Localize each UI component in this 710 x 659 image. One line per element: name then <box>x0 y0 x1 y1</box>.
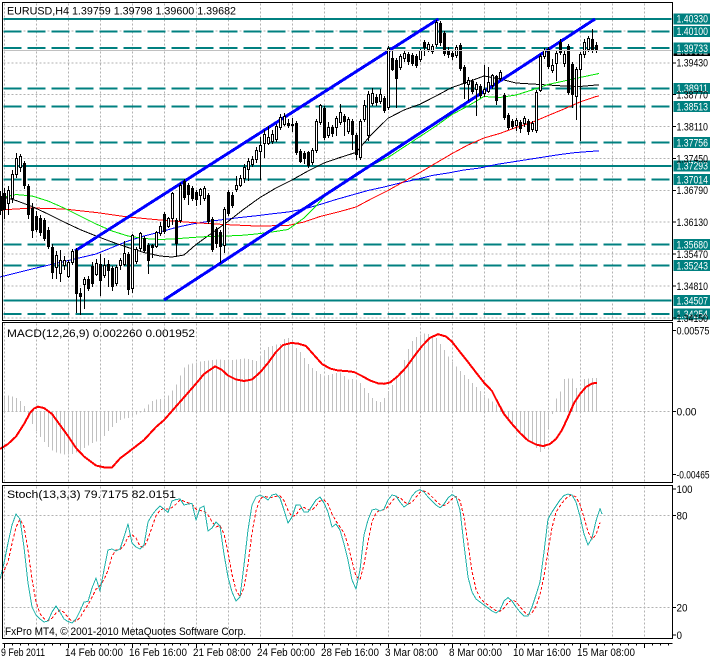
svg-text:EURUSD,H4 1.39759 1.39798 1.3: EURUSD,H4 1.39759 1.39798 1.39600 1.3968… <box>7 6 236 18</box>
svg-text:1.35470: 1.35470 <box>677 249 709 261</box>
svg-text:1.34810: 1.34810 <box>677 281 709 293</box>
svg-text:1.37756: 1.37756 <box>677 137 709 149</box>
svg-text:0: 0 <box>677 630 683 642</box>
svg-text:1.35243: 1.35243 <box>677 260 709 272</box>
svg-text:1.34254: 1.34254 <box>677 309 709 321</box>
svg-text:24 Feb 00:00: 24 Feb 00:00 <box>257 647 315 659</box>
svg-text:1.37014: 1.37014 <box>677 174 709 186</box>
svg-text:80: 80 <box>677 510 688 522</box>
svg-text:1.37450: 1.37450 <box>677 153 709 165</box>
svg-text:1.40330: 1.40330 <box>677 14 709 26</box>
svg-text:15 Mar 08:00: 15 Mar 08:00 <box>577 647 635 659</box>
svg-text:100: 100 <box>677 484 693 496</box>
svg-text:1.35680: 1.35680 <box>677 240 709 252</box>
svg-text:1.34150: 1.34150 <box>677 313 709 325</box>
svg-text:1.38770: 1.38770 <box>677 90 709 102</box>
svg-text:1.36130: 1.36130 <box>677 217 709 229</box>
svg-text:14 Feb 00:00: 14 Feb 00:00 <box>65 647 123 659</box>
svg-text:1.39733: 1.39733 <box>677 43 709 55</box>
svg-text:1.40100: 1.40100 <box>677 26 709 38</box>
svg-text:FxPro MT4, © 2001-2010 MetaQuo: FxPro MT4, © 2001-2010 MetaQuotes Softwa… <box>5 626 246 638</box>
svg-text:-0.00465: -0.00465 <box>677 469 710 481</box>
svg-text:1.37293: 1.37293 <box>677 161 709 173</box>
svg-text:0.00575: 0.00575 <box>677 326 710 338</box>
svg-text:9 Feb 2011: 9 Feb 2011 <box>1 647 45 659</box>
svg-text:20: 20 <box>677 602 688 614</box>
svg-text:1.38911: 1.38911 <box>677 83 709 95</box>
svg-text:1.34507: 1.34507 <box>677 296 709 308</box>
svg-text:0.00: 0.00 <box>677 406 697 418</box>
svg-text:Stoch(13,3,3) 79.7175 82.0151: Stoch(13,3,3) 79.7175 82.0151 <box>7 489 176 501</box>
svg-text:16 Feb 16:00: 16 Feb 16:00 <box>129 647 187 659</box>
svg-text:10 Mar 16:00: 10 Mar 16:00 <box>513 647 571 659</box>
svg-text:28 Feb 16:00: 28 Feb 16:00 <box>321 647 379 659</box>
svg-text:MACD(12,26,9) 0.002260 0.00195: MACD(12,26,9) 0.002260 0.001952 <box>7 328 195 340</box>
svg-text:8 Mar 00:00: 8 Mar 00:00 <box>449 647 502 659</box>
svg-text:21 Feb 08:00: 21 Feb 08:00 <box>193 647 251 659</box>
svg-text:3 Mar 08:00: 3 Mar 08:00 <box>385 647 438 659</box>
svg-text:1.38513: 1.38513 <box>677 102 709 114</box>
svg-text:1.36790: 1.36790 <box>677 185 709 197</box>
svg-text:1.39430: 1.39430 <box>677 58 709 70</box>
svg-text:1.38110: 1.38110 <box>677 122 709 134</box>
